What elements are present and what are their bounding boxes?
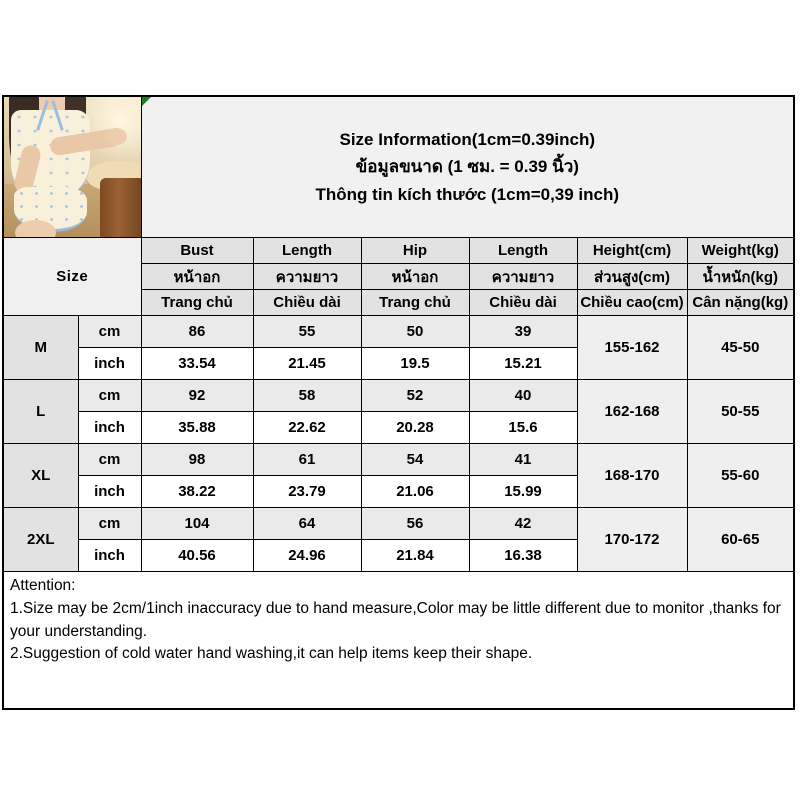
value-2xl-length-cm: 64 [252,507,362,540]
col-header-length-vi: Chiều dài [252,289,362,316]
col-header-height: Height(cm) [576,237,688,264]
title-vietnamese: Thông tin kích thước (1cm=0,39 inch) [315,184,620,204]
value-xl-bust-inch: 38.22 [140,475,254,508]
value-xl-length-cm: 61 [252,443,362,476]
value-l-length-inch: 22.62 [252,411,362,444]
title-cell: Size Information(1cm=0.39inch) ข้อมูลขนา… [140,95,795,238]
value-l-hip-inch: 20.28 [360,411,470,444]
value-xl-height: 168-170 [576,443,688,508]
value-xl-length2-inch: 15.99 [468,475,578,508]
value-l-length2-inch: 15.6 [468,411,578,444]
attention-heading: Attention: [10,577,76,594]
col-header-weight-vi: Cân nặng(kg) [686,289,795,316]
unit-cm: cm [77,379,142,412]
value-2xl-bust-cm: 104 [140,507,254,540]
unit-cm: cm [77,507,142,540]
value-l-height: 162-168 [576,379,688,444]
value-m-length-cm: 55 [252,315,362,348]
value-m-hip-inch: 19.5 [360,347,470,380]
unit-inch: inch [77,539,142,572]
value-2xl-hip-inch: 21.84 [360,539,470,572]
col-header-hip-vi: Trang chủ [360,289,470,316]
value-xl-length2-cm: 41 [468,443,578,476]
value-m-hip-cm: 50 [360,315,470,348]
photo-knee [14,220,56,237]
unit-inch: inch [77,347,142,380]
value-l-weight: 50-55 [686,379,795,444]
col-header-length: Length [252,237,362,264]
unit-cm: cm [77,315,142,348]
value-xl-length-inch: 23.79 [252,475,362,508]
value-m-weight: 45-50 [686,315,795,380]
unit-cm: cm [77,443,142,476]
size-label-xl: XL [2,443,79,508]
title-thai: ข้อมูลขนาด (1 ซม. = 0.39 นิ้ว) [355,157,579,177]
col-header-weight-th: น้ำหนัก(kg) [686,263,795,290]
col-header-height-th: ส่วนสูง(cm) [576,263,688,290]
size-label-m: M [2,315,79,380]
value-m-length2-inch: 15.21 [468,347,578,380]
value-m-height: 155-162 [576,315,688,380]
size-label-l: L [2,379,79,444]
value-l-length-cm: 58 [252,379,362,412]
value-2xl-weight: 60-65 [686,507,795,572]
value-2xl-height: 170-172 [576,507,688,572]
photo-hand [105,127,127,145]
value-l-bust-inch: 35.88 [140,411,254,444]
value-m-length-inch: 21.45 [252,347,362,380]
col-header-bust-th: หน้าอก [140,263,254,290]
value-l-bust-cm: 92 [140,379,254,412]
value-2xl-hip-cm: 56 [360,507,470,540]
value-2xl-bust-inch: 40.56 [140,539,254,572]
value-xl-hip-cm: 54 [360,443,470,476]
unit-inch: inch [77,411,142,444]
value-2xl-length-inch: 24.96 [252,539,362,572]
col-header-length2-vi: Chiều dài [468,289,578,316]
attention-item-2: 2.Suggestion of cold water hand washing,… [10,645,533,663]
col-header-length-th: ความยาว [252,263,362,290]
title-english: Size Information(1cm=0.39inch) [339,130,596,150]
value-m-bust-cm: 86 [140,315,254,348]
value-m-bust-inch: 33.54 [140,347,254,380]
product-photo [2,95,142,238]
green-corner-flag-icon [142,97,151,106]
attention-item-1: 1.Size may be 2cm/1inch inaccuracy due t… [10,599,781,640]
col-header-hip-th: หน้าอก [360,263,470,290]
size-label-2xl: 2XL [2,507,79,572]
product-photo-art [4,97,140,237]
value-2xl-length2-inch: 16.38 [468,539,578,572]
col-header-bust: Bust [140,237,254,264]
col-header-hip: Hip [360,237,470,264]
unit-inch: inch [77,475,142,508]
size-table: Size Information(1cm=0.39inch) ข้อมูลขนา… [2,95,796,710]
value-xl-weight: 55-60 [686,443,795,508]
col-header-height-vi: Chiều cao(cm) [576,289,688,316]
size-chart-sheet: Size Information(1cm=0.39inch) ข้อมูลขนา… [2,95,796,710]
value-l-length2-cm: 40 [468,379,578,412]
value-xl-bust-cm: 98 [140,443,254,476]
col-header-bust-vi: Trang chủ [140,289,254,316]
size-header: Size [2,237,142,316]
value-m-length2-cm: 39 [468,315,578,348]
value-xl-hip-inch: 21.06 [360,475,470,508]
col-header-length2-th: ความยาว [468,263,578,290]
attention-note: Attention: 1.Size may be 2cm/1inch inacc… [2,571,795,710]
col-header-length2: Length [468,237,578,264]
photo-wooden-stool [99,178,140,237]
value-2xl-length2-cm: 42 [468,507,578,540]
col-header-weight: Weight(kg) [686,237,795,264]
value-l-hip-cm: 52 [360,379,470,412]
